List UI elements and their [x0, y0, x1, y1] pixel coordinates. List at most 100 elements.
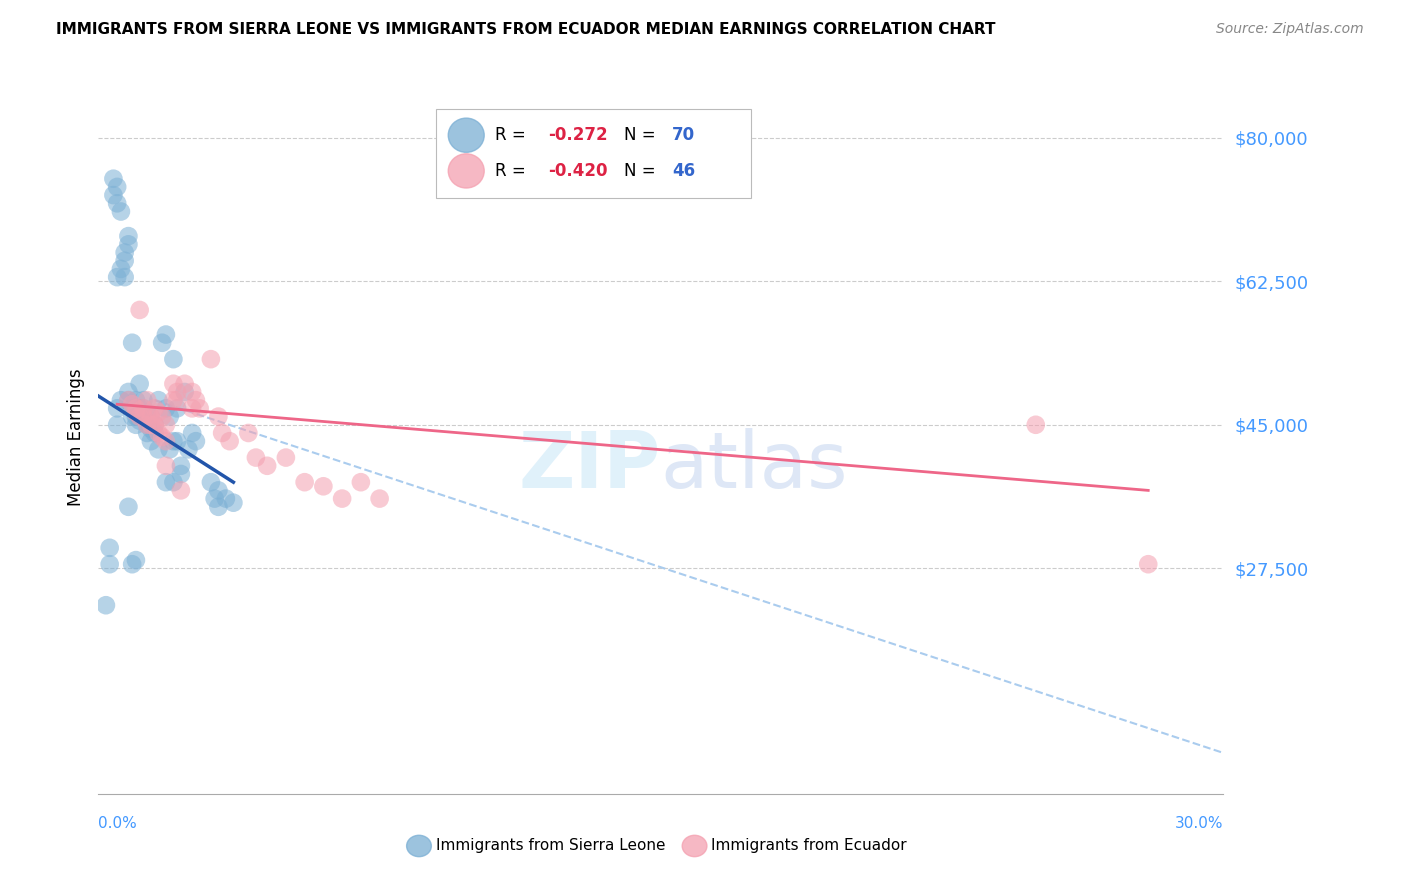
- Point: [105, 270, 128, 285]
- Point: [1137, 558, 1160, 572]
- Point: [128, 414, 150, 428]
- Point: [110, 261, 132, 276]
- Point: [105, 417, 128, 432]
- Point: [155, 327, 177, 342]
- Point: [222, 496, 245, 510]
- Point: [103, 188, 125, 202]
- Point: [170, 467, 193, 481]
- Point: [125, 409, 148, 424]
- Point: [218, 434, 240, 449]
- Point: [215, 491, 238, 506]
- Point: [155, 475, 177, 490]
- Point: [98, 541, 121, 555]
- Point: [200, 352, 222, 367]
- Point: [114, 253, 136, 268]
- Text: 46: 46: [672, 162, 695, 180]
- Point: [166, 434, 188, 449]
- Point: [139, 434, 162, 449]
- Point: [143, 401, 166, 416]
- Text: N =: N =: [624, 127, 661, 145]
- Point: [139, 409, 162, 424]
- Point: [94, 599, 117, 613]
- Point: [125, 417, 148, 432]
- Text: Immigrants from Ecuador: Immigrants from Ecuador: [711, 838, 907, 854]
- Point: [166, 384, 188, 399]
- Point: [110, 204, 132, 219]
- Point: [136, 417, 159, 432]
- Point: [103, 171, 125, 186]
- Point: [162, 352, 184, 367]
- FancyBboxPatch shape: [436, 109, 751, 198]
- Point: [162, 376, 184, 391]
- Point: [155, 458, 177, 473]
- Point: [181, 384, 204, 399]
- Point: [155, 401, 177, 416]
- Point: [162, 393, 184, 408]
- Point: [159, 442, 181, 457]
- Point: [148, 405, 170, 419]
- Text: R =: R =: [495, 127, 531, 145]
- Text: -0.272: -0.272: [548, 127, 607, 145]
- Point: [143, 417, 166, 432]
- Point: [207, 483, 229, 498]
- Point: [125, 393, 148, 408]
- Point: [166, 401, 188, 416]
- Y-axis label: Median Earnings: Median Earnings: [66, 368, 84, 506]
- Point: [121, 558, 143, 572]
- Point: [132, 393, 155, 408]
- Point: [114, 245, 136, 260]
- Point: [173, 376, 195, 391]
- Point: [117, 237, 139, 252]
- Point: [238, 425, 260, 440]
- Point: [274, 450, 297, 465]
- Text: 0.0%: 0.0%: [98, 816, 138, 831]
- Point: [114, 270, 136, 285]
- Point: [159, 409, 181, 424]
- Point: [148, 425, 170, 440]
- Point: [136, 425, 159, 440]
- Point: [150, 335, 173, 350]
- Ellipse shape: [682, 835, 707, 856]
- Point: [117, 229, 139, 244]
- Point: [132, 409, 155, 424]
- Point: [136, 405, 159, 419]
- Point: [128, 409, 150, 424]
- Point: [128, 302, 150, 317]
- Point: [139, 409, 162, 424]
- Point: [207, 409, 229, 424]
- Ellipse shape: [406, 835, 432, 856]
- Point: [245, 450, 267, 465]
- Point: [312, 479, 335, 493]
- Point: [121, 397, 143, 411]
- Point: [125, 405, 148, 419]
- Point: [139, 417, 162, 432]
- Point: [162, 475, 184, 490]
- Point: [128, 376, 150, 391]
- Ellipse shape: [449, 118, 484, 153]
- Point: [155, 417, 177, 432]
- Point: [294, 475, 316, 490]
- Point: [143, 417, 166, 432]
- Text: 70: 70: [672, 127, 695, 145]
- Ellipse shape: [449, 153, 484, 188]
- Point: [330, 491, 353, 506]
- Point: [117, 393, 139, 408]
- Point: [105, 196, 128, 211]
- Point: [132, 401, 155, 416]
- Point: [256, 458, 278, 473]
- Point: [150, 430, 173, 444]
- Point: [136, 417, 159, 432]
- Point: [204, 491, 226, 506]
- Point: [350, 475, 373, 490]
- Point: [105, 180, 128, 194]
- Point: [148, 442, 170, 457]
- Point: [136, 393, 159, 408]
- Point: [132, 401, 155, 416]
- Point: [155, 434, 177, 449]
- Point: [98, 558, 121, 572]
- Point: [121, 401, 143, 416]
- Point: [117, 393, 139, 408]
- Point: [166, 393, 188, 408]
- Point: [143, 425, 166, 440]
- Point: [110, 393, 132, 408]
